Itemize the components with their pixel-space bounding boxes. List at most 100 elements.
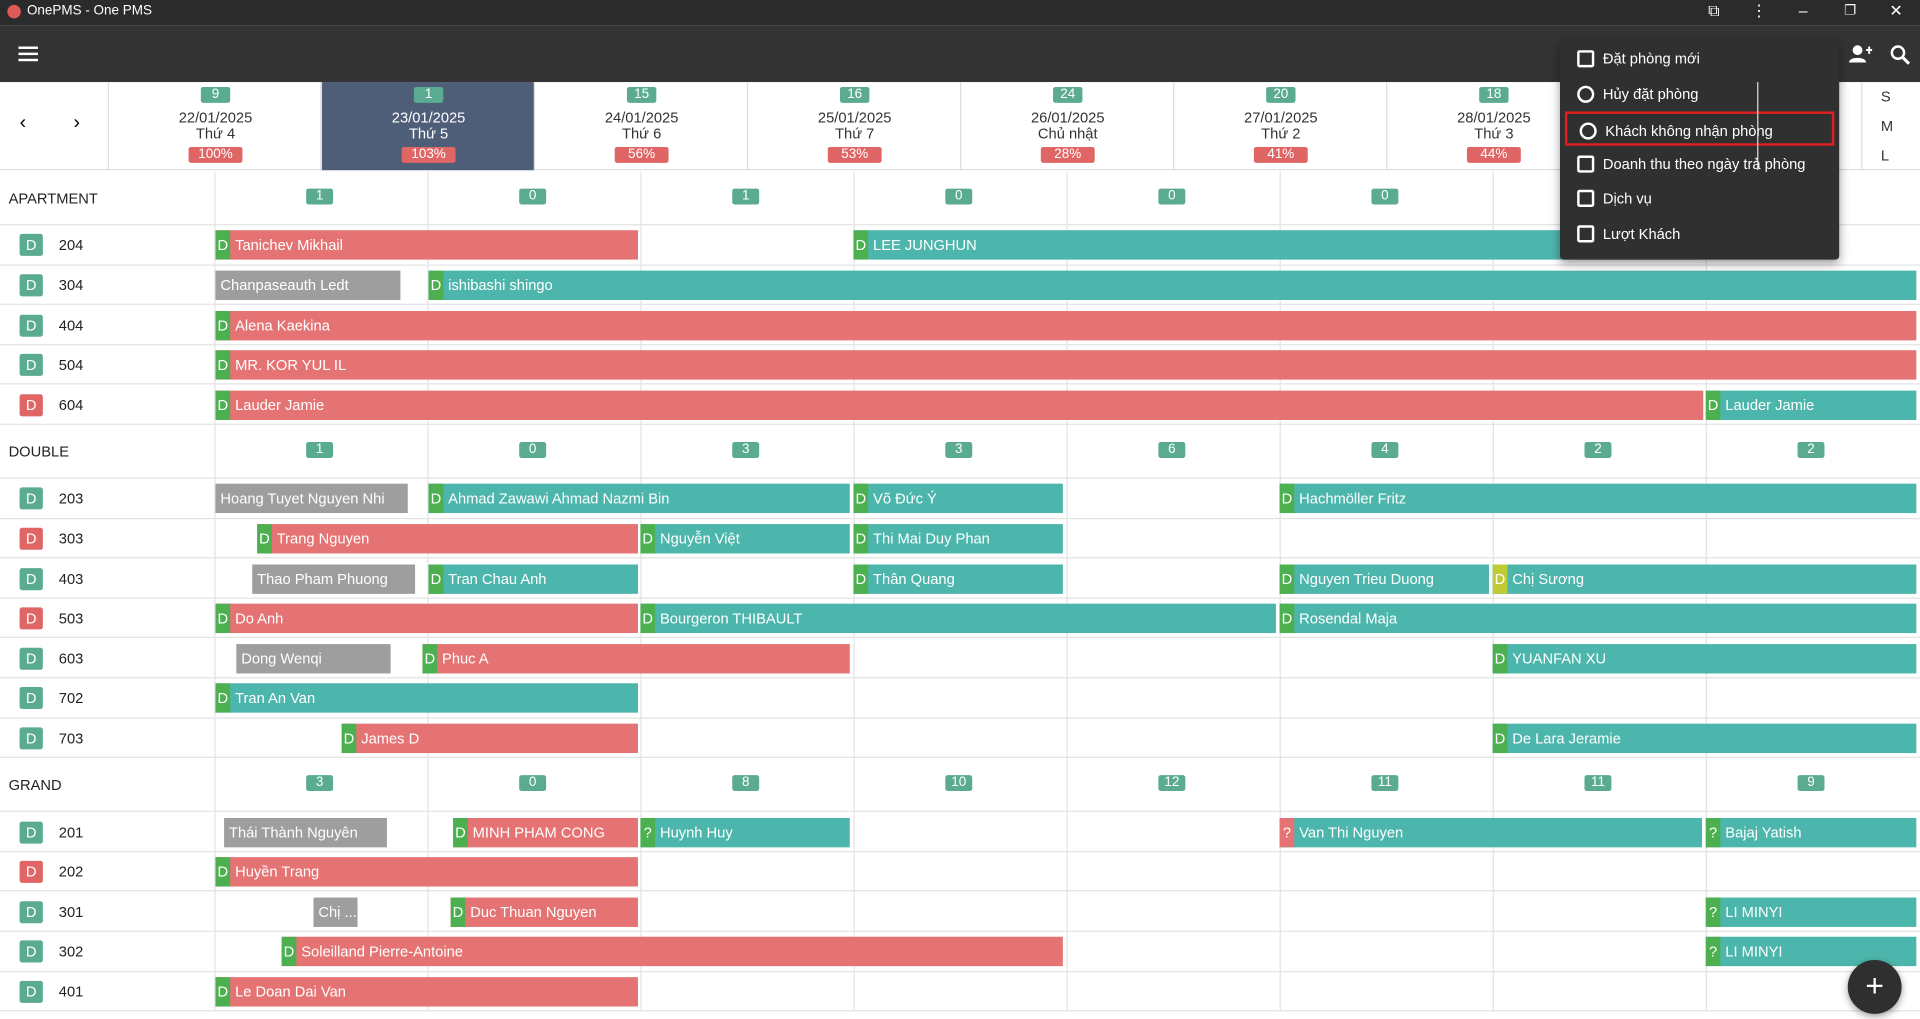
booking-bar[interactable]: Dong Wenqi <box>236 643 391 674</box>
guest-name: Nguyễn Việt <box>660 530 740 548</box>
booking-bar[interactable]: D Võ Đức Ý <box>853 484 1063 514</box>
guest-name: Tanichev Mikhail <box>235 236 343 254</box>
size-option[interactable]: M <box>1880 117 1894 135</box>
grid-line <box>1279 931 1281 972</box>
add-fab[interactable]: + <box>1847 960 1902 1014</box>
booking-status: D <box>428 484 444 514</box>
guest-name: Ahmad Zawawi Ahmad Nazmi Bin <box>448 490 670 508</box>
booking-bar[interactable]: D De Lara Jeramie <box>1492 723 1917 753</box>
grid-line <box>1705 758 1707 813</box>
booking-bar[interactable]: D Lauder Jamie <box>215 390 1704 420</box>
booking-bar[interactable]: D Lauder Jamie <box>1705 390 1917 420</box>
booking-bar[interactable]: D Phuc A <box>422 643 850 674</box>
booking-bar[interactable]: D Tran Chau Anh <box>428 563 638 594</box>
menu-label: Đặt phòng mới <box>1602 50 1700 68</box>
booking-bar[interactable]: D Huyền Trang <box>215 857 638 887</box>
booking-bar[interactable]: D Trang Nguyen <box>257 523 638 554</box>
day-count: 15 <box>626 86 657 103</box>
grid-line <box>1705 851 1707 892</box>
booking-bar[interactable]: D MR. KOR YUL IL <box>215 350 1917 380</box>
size-option[interactable]: L <box>1880 146 1890 165</box>
guest-name: Thao Pham Phuong <box>257 570 388 588</box>
search-button[interactable] <box>1889 44 1911 65</box>
menu-item[interactable]: Lượt Khách <box>1565 217 1834 251</box>
day-occupancy: 56% <box>614 146 669 163</box>
extension-button[interactable]: ⧉ <box>1708 1 1720 20</box>
day-header[interactable]: 24 26/01/2025 Chủ nhật 28% <box>960 82 1173 171</box>
booking-bar[interactable]: D Duc Thuan Nguyen <box>450 897 638 927</box>
booking-bar[interactable]: D Rosendal Maja <box>1279 603 1917 634</box>
add-guest-button[interactable] <box>1848 44 1873 64</box>
booking-bar[interactable]: D Hachmöller Fritz <box>1279 484 1917 514</box>
availability-count: 0 <box>1158 188 1186 205</box>
booking-bar[interactable]: D James D <box>341 723 638 753</box>
grid-line <box>214 225 216 266</box>
day-header[interactable]: 16 25/01/2025 Thứ 7 53% <box>746 82 960 171</box>
grid-line <box>427 424 429 479</box>
booking-bar[interactable]: D Do Anh <box>215 603 638 634</box>
room-row <box>0 599 1920 639</box>
size-option[interactable]: S <box>1880 88 1891 106</box>
booking-bar[interactable]: Thao Pham Phuong <box>252 563 416 594</box>
minimize-button[interactable]: – <box>1798 1 1808 20</box>
room-row <box>0 519 1920 559</box>
room-number: 603 <box>58 649 84 667</box>
booking-bar[interactable]: Thái Thành Nguyên <box>224 817 387 847</box>
booking-bar[interactable]: D Ahmad Zawawi Ahmad Nazmi Bin <box>428 484 850 514</box>
booking-bar[interactable]: D Bourgeron THIBAULT <box>640 603 1276 634</box>
grid-line <box>853 678 855 719</box>
grid-line <box>214 478 216 519</box>
menu-icon <box>1577 190 1595 208</box>
prev-button[interactable]: ‹ <box>19 112 27 134</box>
day-header[interactable]: 20 27/01/2025 Thứ 2 41% <box>1173 82 1386 171</box>
booking-bar[interactable]: D Soleilland Pierre-Antoine <box>281 937 1063 967</box>
menu-icon <box>1577 225 1595 243</box>
booking-bar[interactable]: D Tanichev Mikhail <box>215 230 638 260</box>
day-header[interactable]: 9 22/01/2025 Thứ 4 100% <box>107 82 321 171</box>
group-name: APARTMENT <box>8 189 98 207</box>
booking-bar[interactable]: D YUANFAN XU <box>1492 643 1917 674</box>
close-button[interactable]: ✕ <box>1889 1 1903 20</box>
availability-count: 0 <box>945 188 973 205</box>
grid-line <box>640 424 642 479</box>
grid-line <box>214 758 216 813</box>
room-status: D <box>19 647 43 670</box>
booking-bar[interactable]: D Alena Kaekina <box>215 310 1917 340</box>
grid-line <box>214 718 216 759</box>
grid-line <box>1066 758 1068 813</box>
menu-item[interactable]: Doanh thu theo ngày trả phòng <box>1565 147 1834 181</box>
booking-status: D <box>215 390 231 420</box>
booking-bar[interactable]: ? LI MINYI <box>1705 897 1917 927</box>
booking-bar[interactable]: D Le Doan Dai Van <box>215 977 638 1007</box>
booking-bar[interactable]: Hoang Tuyet Nguyen Nhi <box>215 484 408 514</box>
day-header[interactable]: 15 24/01/2025 Thứ 6 56% <box>533 82 747 171</box>
booking-bar[interactable]: Chanpaseauth Ledt <box>215 270 401 300</box>
day-header[interactable]: 1 23/01/2025 Thứ 5 103% <box>320 82 534 171</box>
booking-bar[interactable]: D Chị Sương <box>1492 563 1917 594</box>
next-button[interactable]: › <box>73 112 80 134</box>
menu-item[interactable]: Khách không nhận phòng <box>1564 111 1835 146</box>
booking-bar[interactable]: D Thân Quang <box>853 563 1063 594</box>
booking-bar[interactable]: ? Bajaj Yatish <box>1705 817 1917 847</box>
menu-button[interactable] <box>18 45 38 62</box>
booking-bar[interactable]: D Nguyen Trieu Duong <box>1279 563 1489 594</box>
restore-button[interactable]: ❐ <box>1844 3 1857 19</box>
day-date: 23/01/2025 <box>391 108 466 127</box>
more-button[interactable]: ⋮ <box>1751 1 1767 20</box>
day-occupancy: 44% <box>1466 146 1521 163</box>
menu-item[interactable]: Hủy đặt phòng <box>1565 77 1834 111</box>
booking-bar[interactable]: D Nguyễn Việt <box>640 523 850 554</box>
booking-bar[interactable]: ? Huynh Huy <box>640 817 850 847</box>
menu-item[interactable]: Dịch vụ <box>1565 182 1834 216</box>
booking-bar[interactable]: D MINH PHAM CONG <box>453 817 638 847</box>
window-title: OnePMS - One PMS <box>26 3 152 19</box>
booking-bar[interactable]: Chị ... <box>313 897 358 927</box>
booking-bar[interactable]: D Thi Mai Duy Phan <box>853 523 1063 554</box>
menu-item[interactable]: Đặt phòng mới <box>1565 42 1834 76</box>
room-row <box>0 972 1920 1012</box>
guest-name: Phuc A <box>442 649 489 667</box>
booking-bar[interactable]: D Tran An Van <box>215 683 638 714</box>
booking-bar[interactable]: ? Van Thi Nguyen <box>1279 817 1703 847</box>
day-header[interactable]: 18 28/01/2025 Thứ 3 44% <box>1386 82 1599 171</box>
